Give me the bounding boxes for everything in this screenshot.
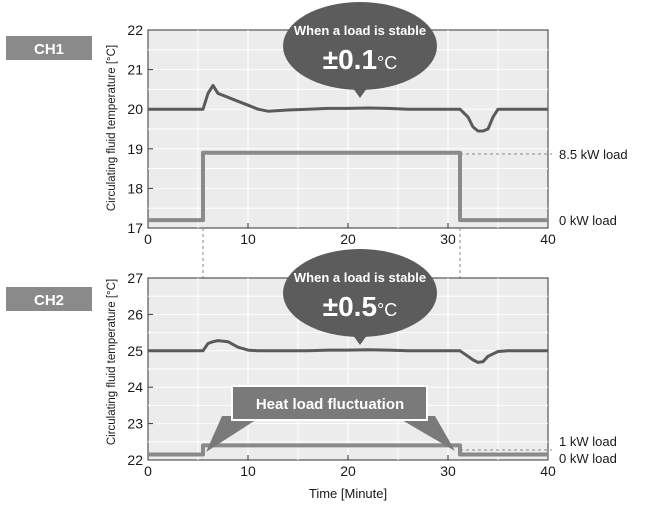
ch2-badge-label: CH2 <box>34 292 64 309</box>
ch2-panel: CH2 Circulating fluid temperature [°C] 2… <box>6 249 617 501</box>
ch2-load-line <box>148 443 548 457</box>
ch2-y-tick-label: 25 <box>127 343 143 359</box>
heat-load-callout: Heat load fluctuation <box>206 385 455 452</box>
ch2-y-tick-label: 24 <box>127 379 143 395</box>
heat-load-callout-label: Heat load fluctuation <box>256 396 404 413</box>
ch2-x-tick-label: 0 <box>144 463 152 479</box>
ch2-x-tick-label: 20 <box>340 463 356 479</box>
ch2-callout-value: ±0.5°C <box>323 291 398 322</box>
ch1-load-line <box>148 150 548 223</box>
ch2-series <box>148 339 548 457</box>
ch2-x-axis-label: Time [Minute] <box>309 486 387 501</box>
ch2-y-axis-label: Circulating fluid temperature [°C] <box>106 279 118 445</box>
ch1-y-ticks: 17 18 19 20 21 22 <box>127 22 153 236</box>
ch1-badge: CH1 <box>6 36 92 60</box>
ch2-y-tick-label: 27 <box>127 270 143 286</box>
ch2-load-label-high: 1 kW load <box>559 434 617 449</box>
ch1-callout-value: ±0.1°C <box>323 44 398 75</box>
ch1-y-tick-label: 21 <box>127 62 143 78</box>
ch1-y-tick-label: 19 <box>127 141 143 157</box>
ch1-load-label-zero: 0 kW load <box>559 213 617 228</box>
ch2-stability-callout: When a load is stable ±0.5°C <box>283 249 437 345</box>
ch1-x-tick-label: 20 <box>340 231 356 247</box>
ch2-x-tick-label: 40 <box>540 463 556 479</box>
ch1-panel: CH1 Circulating fluid temperature [°C] 1… <box>6 2 628 247</box>
ch2-y-tick-label: 22 <box>127 452 143 468</box>
ch1-x-tick-label: 0 <box>144 231 152 247</box>
ch2-y-ticks: 22 23 24 25 26 27 <box>127 270 153 468</box>
ch1-callout-title: When a load is stable <box>294 23 426 38</box>
ch1-y-tick-label: 17 <box>127 220 143 236</box>
ch2-load-label-zero: 0 kW load <box>559 451 617 466</box>
ch2-y-tick-label: 26 <box>127 306 143 322</box>
ch1-y-tick-label: 22 <box>127 22 143 38</box>
ch2-temperature-line <box>148 339 548 364</box>
ch1-x-ticks: 0 10 20 30 40 <box>144 223 556 247</box>
ch1-y-tick-label: 20 <box>127 101 143 117</box>
ch2-x-tick-label: 30 <box>440 463 456 479</box>
ch2-x-ticks: 0 10 20 30 40 <box>144 455 556 479</box>
ch2-x-tick-label: 10 <box>240 463 256 479</box>
ch1-x-tick-label: 10 <box>240 231 256 247</box>
ch1-y-axis-label: Circulating fluid temperature [°C] <box>106 45 118 211</box>
ch1-badge-label: CH1 <box>34 41 64 58</box>
ch2-y-tick-label: 23 <box>127 416 143 432</box>
ch1-y-tick-label: 18 <box>127 180 143 196</box>
ch1-series <box>148 83 548 223</box>
ch2-badge: CH2 <box>6 287 92 311</box>
ch1-x-tick-label: 30 <box>440 231 456 247</box>
ch1-stability-callout: When a load is stable ±0.1°C <box>283 2 437 98</box>
ch1-load-label-high: 8.5 kW load <box>559 147 628 162</box>
ch2-callout-title: When a load is stable <box>294 270 426 285</box>
ch1-x-tick-label: 40 <box>540 231 556 247</box>
ch1-temperature-line <box>148 83 548 133</box>
